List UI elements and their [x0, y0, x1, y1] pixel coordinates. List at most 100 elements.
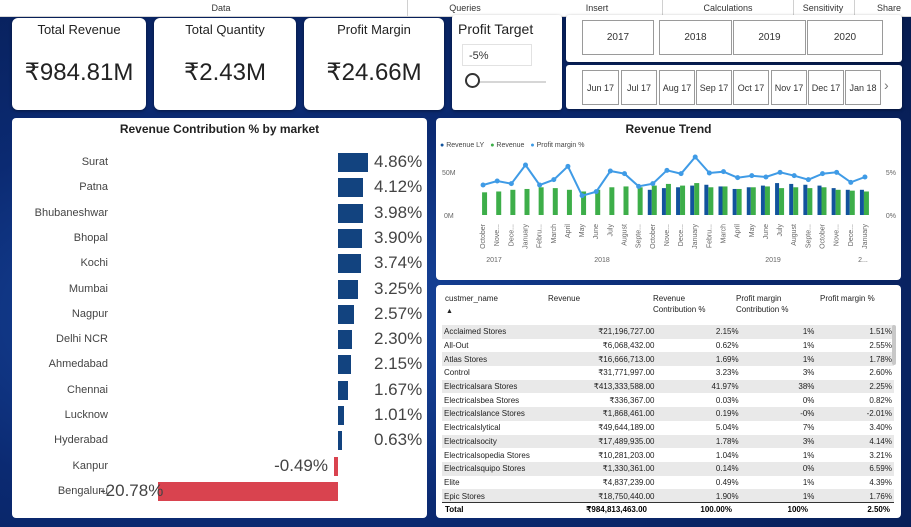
table-cell: 4.39% — [869, 477, 892, 487]
table-cell: 7% — [802, 423, 815, 433]
x-axis-tick: Nove... — [664, 224, 671, 246]
market-bar[interactable] — [338, 153, 368, 172]
tab-share[interactable]: Share — [876, 3, 902, 13]
y-axis-tick: 50M — [442, 170, 456, 177]
market-bar[interactable] — [338, 178, 364, 198]
legend-label: Revenue LY — [446, 142, 485, 149]
market-bar[interactable] — [158, 481, 338, 501]
market-label: Nagpur — [71, 307, 108, 320]
table-header[interactable]: Profit margin Contribution % — [736, 294, 789, 314]
table-cell: 3.21% — [869, 450, 892, 460]
table-cell: ₹21,196,727.00 — [570, 325, 657, 339]
ribbon-divider — [793, 0, 794, 16]
market-label: Hyderabad — [54, 434, 108, 447]
month-button[interactable]: Oct 17 — [733, 70, 769, 105]
table-row[interactable]: Acclaimed Stores ₹21,196,727.00 2.15% 1% 1.5… — [442, 325, 894, 339]
market-bar[interactable] — [338, 203, 363, 223]
market-bar[interactable] — [338, 228, 363, 248]
market-value-label: 1.01% — [374, 405, 423, 424]
table-row[interactable]: All-Out ₹6,068,432.00 0.62% 1% 2.55% — [442, 339, 894, 353]
table-row[interactable]: Electricalsbea Stores ₹336,367.00 0.03% 0% 0… — [442, 393, 894, 407]
table-row[interactable]: Electricalsquipo Stores ₹1,330,361.00 0.14… — [442, 461, 894, 476]
table-header[interactable]: custmer_name — [445, 294, 498, 303]
tab-data[interactable]: Data — [211, 3, 231, 13]
tab-sensitivity[interactable]: Sensitivity — [802, 3, 844, 13]
table-row[interactable]: Electricalsocity ₹17,489,935.00 1.78% 3% 4.1… — [442, 434, 894, 449]
profit-margin-point — [579, 193, 585, 199]
kpi-value: ₹984.81M — [24, 59, 134, 86]
table-cell: 1% — [740, 489, 817, 503]
month-button[interactable]: Dec 17 — [808, 70, 844, 105]
ribbon-divider — [854, 0, 855, 16]
sort-arrow-icon[interactable]: ▲ — [446, 308, 453, 315]
x-axis-tick: May — [749, 224, 756, 238]
market-bar[interactable] — [338, 406, 345, 425]
year-button[interactable]: 2019 — [733, 20, 806, 55]
chevron-right-icon[interactable]: › — [884, 77, 889, 93]
table-cell: 2.60% — [869, 368, 892, 378]
month-button[interactable]: Nov 17 — [771, 70, 807, 105]
profit-margin-point — [494, 178, 500, 184]
month-button[interactable]: Jul 17 — [621, 70, 657, 105]
table-cell: 4.14% — [816, 434, 894, 449]
table-row[interactable]: Electricalslance Stores ₹1,868,461.00 0.19… — [442, 407, 894, 421]
profit-margin-point — [537, 182, 543, 188]
year-button[interactable]: 2017 — [582, 20, 654, 55]
profit-target-input[interactable]: -5% — [462, 44, 532, 66]
table-row[interactable]: Control ₹31,771,997.00 3.23% 3% 2.60% — [442, 366, 894, 380]
table-cell: 0.62% — [715, 341, 739, 351]
x-axis-tick: January — [523, 224, 530, 249]
table-row[interactable]: Electricalsara Stores ₹413,333,588.00 41.9… — [442, 379, 894, 394]
table-row[interactable]: Electricalslytical ₹49,644,189.00 5.04% 7% 3… — [442, 421, 894, 435]
month-button[interactable]: Sep 17 — [696, 70, 732, 105]
table-header[interactable]: Revenue — [548, 294, 581, 303]
year-slicer: 2017 2018 2019 2020 — [566, 15, 902, 62]
market-bar[interactable] — [338, 431, 342, 451]
kpi-card-total-revenue: Total Revenue ₹984.81M — [12, 18, 146, 110]
table-header[interactable]: Revenue Contribution % — [653, 294, 706, 314]
market-bar[interactable] — [338, 380, 349, 400]
table-cell: 1.78% — [816, 352, 894, 367]
market-bar[interactable] — [333, 456, 338, 476]
market-bar[interactable] — [338, 304, 354, 324]
table-cell: 38% — [740, 379, 817, 394]
table-scrollbar[interactable] — [892, 325, 896, 365]
table-cell: Electricalslytical — [444, 423, 501, 433]
table-cell: 6.59% — [816, 461, 894, 476]
profit-margin-line — [482, 155, 866, 197]
table-row[interactable]: Electricalsopedia Stores ₹10,281,203.00 1.… — [442, 448, 894, 462]
tab-queries[interactable]: Queries — [449, 3, 481, 13]
market-bar[interactable] — [338, 355, 352, 375]
table-row[interactable]: Epic Stores ₹18,750,440.00 1.90% 1% 1.76% — [442, 489, 894, 503]
revenue-ly-bar — [789, 183, 794, 215]
table-cell: ₹4,837,239.00 — [602, 477, 655, 487]
market-value-label: 2.30% — [374, 329, 423, 349]
market-bar[interactable] — [338, 279, 359, 299]
y-axis-tick: 0M — [444, 213, 454, 220]
year-button[interactable]: 2018 — [659, 20, 732, 55]
market-bar[interactable] — [338, 330, 353, 350]
year-button[interactable]: 2020 — [807, 20, 883, 55]
slider-handle[interactable] — [465, 73, 480, 88]
table-row[interactable]: Atlas Stores ₹16,666,713.00 1.69% 1% 1.78% — [442, 352, 894, 367]
profit-margin-point — [480, 182, 486, 188]
profit-margin-point — [678, 171, 684, 177]
revenue-ly-bar — [831, 188, 836, 215]
month-button[interactable]: Jun 17 — [582, 70, 619, 105]
month-button[interactable]: Aug 17 — [659, 70, 695, 105]
trend-chart-panel: Revenue Trend ● Revenue LY ● Revenue ● P… — [436, 118, 901, 280]
profit-margin-point — [763, 174, 769, 180]
month-button[interactable]: Jan 18 — [845, 70, 881, 105]
tab-calculations[interactable]: Calculations — [703, 3, 753, 13]
table-row[interactable]: Elite ₹4,837,239.00 0.49% 1% 4.39% — [442, 476, 894, 490]
revenue-ly-bar — [845, 189, 850, 215]
market-bar[interactable] — [338, 254, 362, 274]
y-axis-tick: 5% — [886, 170, 896, 177]
table-cell: 1.90% — [656, 489, 741, 503]
market-chart-title: Revenue Contribution % by market — [119, 122, 320, 136]
x-axis-tick: Nove... — [494, 224, 501, 246]
x-axis-tick: January — [692, 224, 699, 249]
tab-insert[interactable]: Insert — [585, 3, 609, 13]
profit-margin-point — [622, 171, 627, 177]
table-header[interactable]: Profit margin % — [820, 294, 875, 303]
